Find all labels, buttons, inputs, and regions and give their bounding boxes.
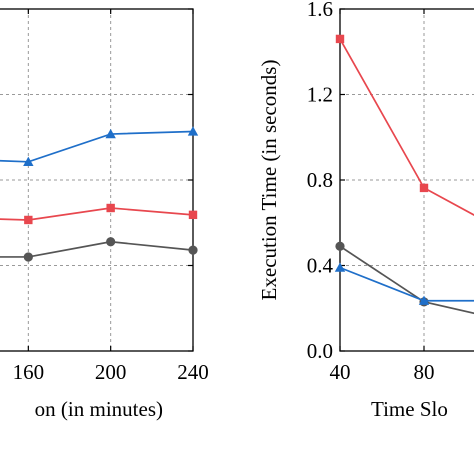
series-2-point [188,245,198,255]
series-1-point [188,210,198,220]
series-0-point [419,183,429,193]
right-chart: 0.0 0.4 0.8 1.2 1.6 40 80 Time Slo Execution Tim… [257,0,474,421]
x-axis-title: Time Slo [371,397,448,421]
y-tick-label: 0.8 [307,168,333,192]
series-1-line [0,207,194,221]
series-1-point [106,203,115,213]
series-0-line [0,130,194,163]
x-tick-label: 240 [177,360,209,384]
series-0-line [339,38,474,216]
series-1-point [24,215,33,225]
left-chart: 160 200 240 on (in minutes) [0,8,209,421]
series-0-point [335,34,345,44]
series-0-point [187,126,199,136]
x-tick-label: 200 [95,360,127,384]
series-2 [0,237,198,262]
x-tick-label: 80 [414,360,435,384]
series-0 [335,34,474,216]
series-0 [0,126,199,166]
x-axis-title: on (in minutes) [35,397,163,421]
series-2-line [339,266,474,302]
x-tick-label: 160 [13,360,45,384]
series-2 [334,262,474,305]
x-tick-label: 40 [330,360,351,384]
series-2-point [418,295,430,305]
y-axis-title: Execution Time (in seconds) [257,60,281,301]
y-tick-label: 1.6 [307,0,333,21]
series-2-point [23,252,33,262]
y-tick-label: 0.0 [307,339,333,363]
series-2-point [334,262,346,272]
y-tick-label: 1.2 [307,83,333,107]
series-2-point [106,237,116,247]
y-tick-label: 0.4 [307,254,334,278]
series-1 [335,241,474,315]
series-2-line [0,240,194,258]
series-1-line [339,245,474,315]
series-1-point [335,241,345,251]
series-0-point [23,156,34,166]
series-1 [0,203,198,225]
series-0-point [105,128,116,139]
